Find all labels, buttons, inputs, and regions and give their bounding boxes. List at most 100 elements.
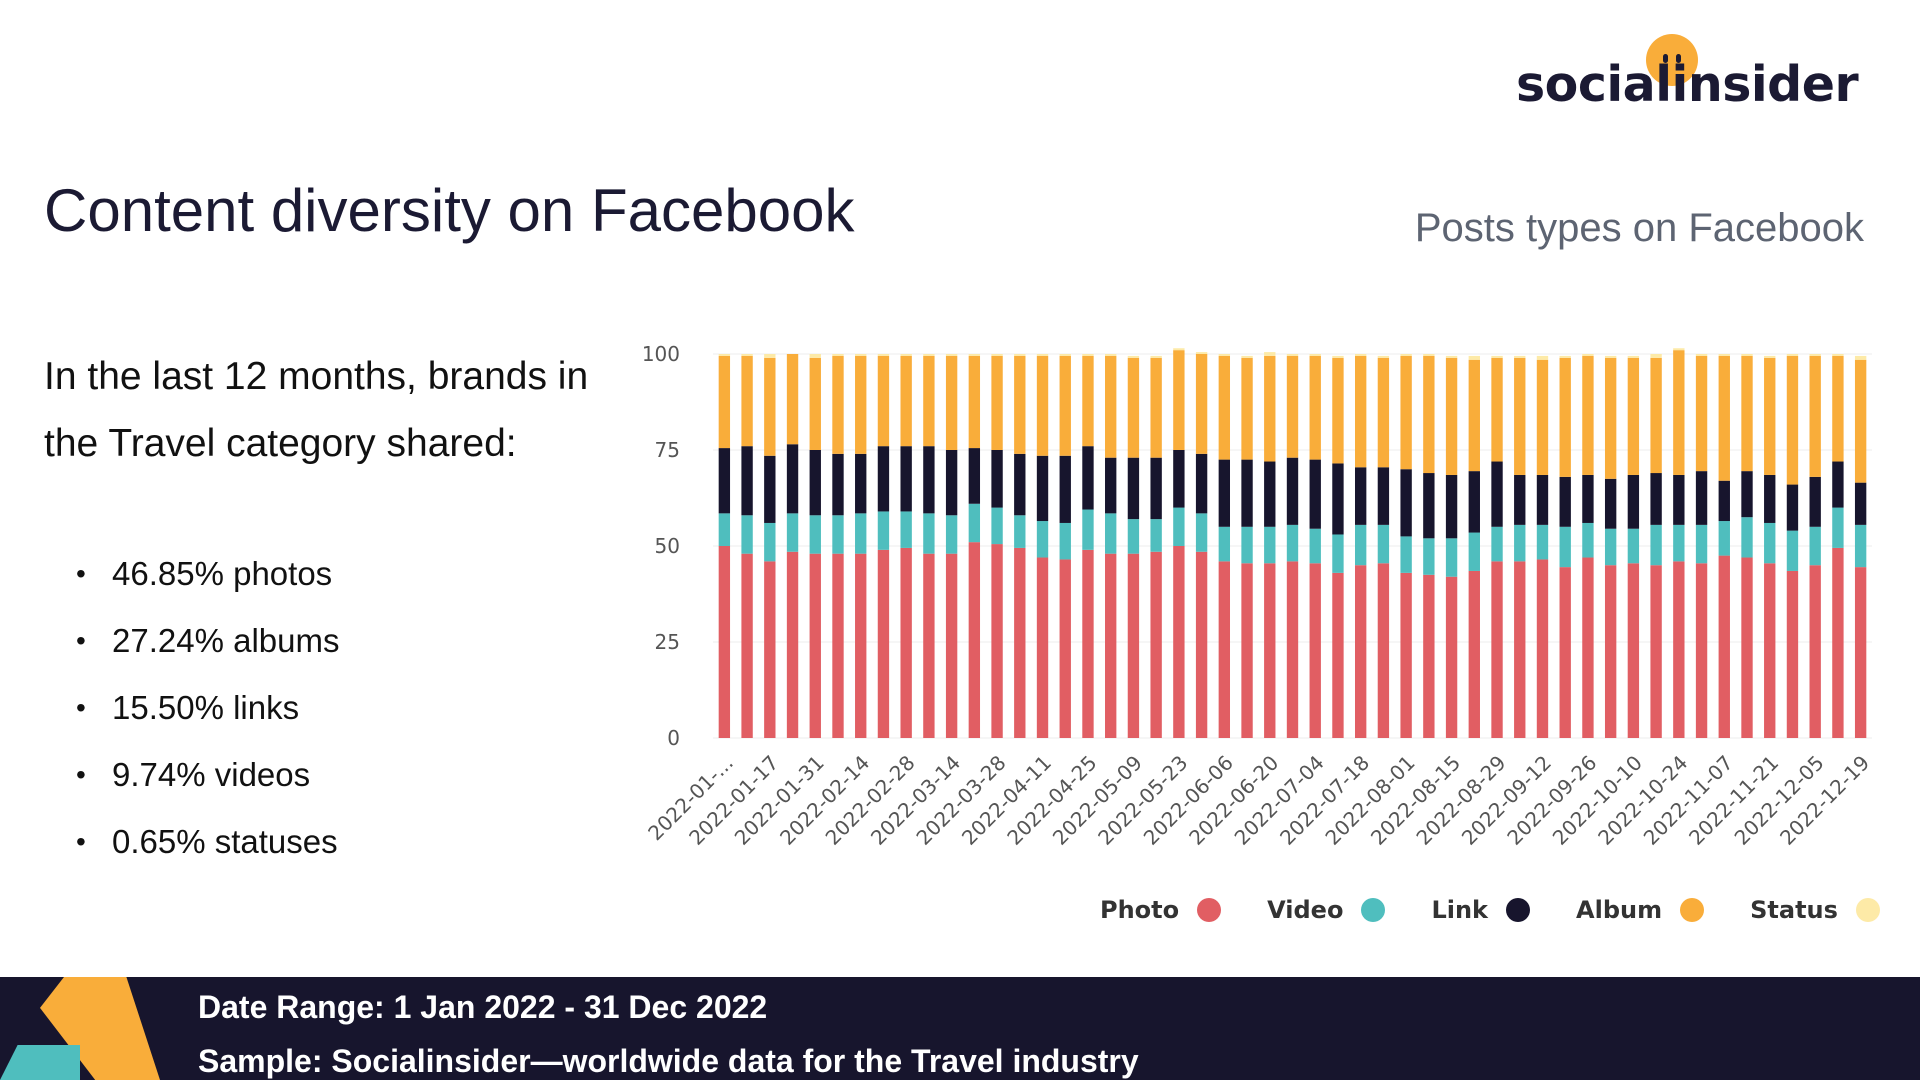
y-tick-label: 50 <box>655 534 680 558</box>
bar-video-13 <box>1014 515 1026 548</box>
bar-photo-12 <box>991 544 1003 738</box>
bar-status-48 <box>1809 354 1821 356</box>
bar-album-20 <box>1173 350 1185 450</box>
bar-status-33 <box>1468 355 1480 360</box>
bar-album-40 <box>1627 357 1640 475</box>
bar-album-35 <box>1514 357 1526 475</box>
bar-status-46 <box>1764 355 1776 358</box>
bar-photo-29 <box>1377 563 1390 738</box>
bar-status-37 <box>1559 355 1571 358</box>
bar-photo-34 <box>1491 561 1503 738</box>
bar-link-48 <box>1809 476 1821 527</box>
bar-photo-19 <box>1150 551 1162 738</box>
bar-photo-9 <box>923 553 935 738</box>
bar-album-36 <box>1536 359 1549 475</box>
bar-photo-33 <box>1468 570 1480 738</box>
bar-link-33 <box>1468 471 1480 533</box>
bar-album-0 <box>718 355 731 449</box>
bar-video-5 <box>832 515 844 554</box>
bar-video-25 <box>1286 524 1299 562</box>
logo-dot-icon <box>1646 34 1698 86</box>
bar-photo-43 <box>1695 563 1708 738</box>
bar-video-17 <box>1105 513 1117 554</box>
bar-album-38 <box>1582 355 1594 475</box>
stat-links: 15.50% links <box>76 682 339 749</box>
bar-status-50 <box>1854 355 1867 360</box>
bar-link-0 <box>718 448 731 514</box>
bar-photo-46 <box>1764 563 1776 738</box>
bar-photo-5 <box>832 553 844 738</box>
bar-video-22 <box>1218 526 1231 562</box>
bar-link-45 <box>1741 471 1753 518</box>
bar-link-10 <box>945 450 958 516</box>
legend-dot-photo-icon <box>1197 898 1222 922</box>
brand-logo: socialinsider <box>1516 56 1859 113</box>
bar-photo-40 <box>1627 563 1640 738</box>
bar-album-32 <box>1445 357 1458 475</box>
bar-album-44 <box>1718 355 1730 481</box>
bar-video-9 <box>923 513 935 554</box>
bar-status-6 <box>855 354 867 356</box>
bar-status-34 <box>1491 355 1503 358</box>
bar-photo-2 <box>764 561 776 738</box>
bar-status-5 <box>832 354 844 356</box>
bar-video-40 <box>1627 528 1640 564</box>
bar-video-10 <box>945 515 958 554</box>
bar-album-26 <box>1309 355 1321 460</box>
bar-photo-47 <box>1786 570 1799 738</box>
y-tick-label: 0 <box>667 726 680 750</box>
bar-photo-10 <box>945 553 958 738</box>
bar-video-27 <box>1332 534 1344 573</box>
bar-video-0 <box>718 513 731 546</box>
bar-link-44 <box>1718 480 1730 522</box>
bar-link-40 <box>1627 474 1640 529</box>
bar-video-20 <box>1173 507 1185 546</box>
bar-status-25 <box>1286 354 1299 356</box>
bar-photo-1 <box>741 553 753 738</box>
legend-label-status: Status <box>1750 896 1838 924</box>
legend-item-link: Link <box>1431 896 1531 924</box>
bar-status-27 <box>1332 355 1344 358</box>
bar-link-12 <box>991 450 1003 508</box>
bar-status-36 <box>1536 355 1549 360</box>
legend-label-album: Album <box>1576 896 1663 924</box>
bar-photo-6 <box>855 553 867 738</box>
bar-photo-35 <box>1514 561 1526 738</box>
bar-link-20 <box>1173 450 1185 508</box>
bar-link-24 <box>1264 461 1276 527</box>
bar-link-27 <box>1332 463 1344 535</box>
bar-link-17 <box>1105 457 1117 514</box>
bar-video-33 <box>1468 532 1480 571</box>
bar-link-11 <box>968 448 981 504</box>
bar-photo-23 <box>1241 563 1253 738</box>
bar-video-46 <box>1764 522 1776 564</box>
bar-photo-49 <box>1832 547 1844 738</box>
stat-photos: 46.85% photos <box>76 548 339 615</box>
bar-video-49 <box>1832 507 1844 548</box>
bar-video-24 <box>1264 526 1276 564</box>
bar-link-38 <box>1582 474 1594 523</box>
bar-link-1 <box>741 446 753 516</box>
bar-link-8 <box>900 446 912 512</box>
bar-status-0 <box>718 354 731 356</box>
bar-video-6 <box>855 513 867 554</box>
bar-link-19 <box>1150 457 1162 520</box>
bar-album-16 <box>1082 355 1094 447</box>
bar-photo-17 <box>1105 553 1117 738</box>
bar-album-33 <box>1468 359 1480 472</box>
bar-album-39 <box>1604 357 1617 479</box>
bar-status-11 <box>968 354 981 356</box>
bar-video-38 <box>1582 522 1594 558</box>
bar-video-7 <box>877 511 890 550</box>
footer-date-range: Date Range: 1 Jan 2022 - 31 Dec 2022 <box>198 989 768 1025</box>
bar-photo-50 <box>1854 567 1867 738</box>
bar-status-40 <box>1627 355 1640 358</box>
bar-album-7 <box>877 355 890 447</box>
bar-status-8 <box>900 354 912 356</box>
bar-link-4 <box>809 450 821 516</box>
bar-photo-8 <box>900 547 912 738</box>
stat-albums: 27.24% albums <box>76 615 339 682</box>
bar-photo-22 <box>1218 561 1231 738</box>
y-tick-label: 25 <box>655 630 680 654</box>
bar-link-28 <box>1354 467 1367 525</box>
